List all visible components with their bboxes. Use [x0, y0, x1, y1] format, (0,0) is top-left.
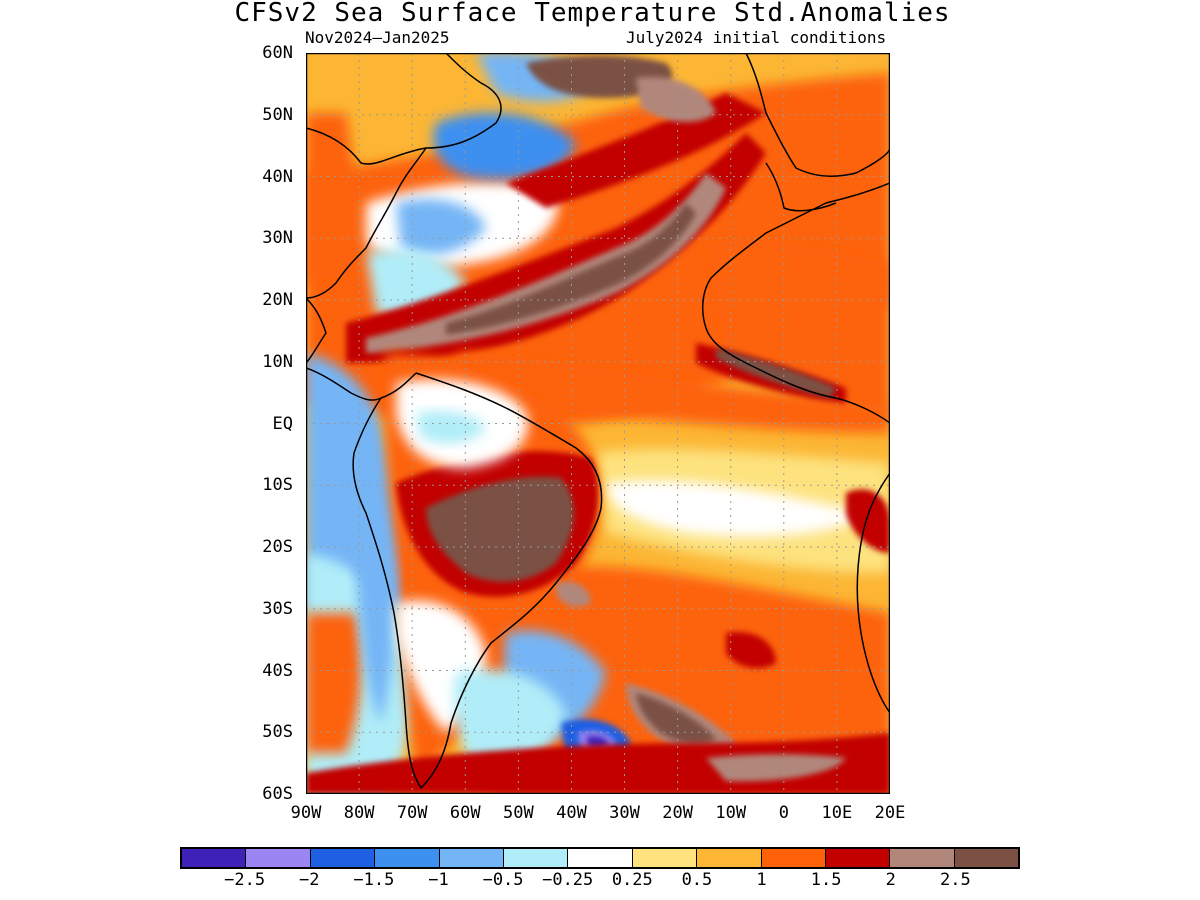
anomaly-region-west-africa-extreme: [716, 348, 836, 398]
latitude-tick-label: 20N: [262, 290, 293, 310]
coastline-north-africa: [701, 182, 890, 424]
anomaly-region-tropical-south-band: [606, 480, 866, 537]
anomaly-region-equatorial-warm: [456, 353, 890, 433]
colorbar-label: 1: [756, 870, 767, 890]
colorbar-swatch: [890, 849, 955, 867]
anomaly-field: [306, 53, 890, 794]
anomaly-region-patagonia-neutral: [454, 669, 566, 773]
anomaly-region-southern-ocean-extreme: [706, 754, 846, 782]
colorbar-swatch: [568, 849, 633, 867]
longitude-tick-label: 50W: [503, 803, 534, 823]
coastline-iberia: [765, 162, 837, 212]
colorbar-swatch: [439, 849, 504, 867]
anomaly-region-brazil-extreme: [426, 476, 574, 582]
colorbar-label: −0.25: [542, 870, 594, 890]
coastline-southwest-africa: [856, 472, 890, 714]
colorbar-swatch: [954, 849, 1019, 867]
colorbar-label: 2: [885, 870, 896, 890]
colorbar-label: −2.5: [224, 870, 266, 890]
initial-conditions: July2024 initial conditions: [626, 28, 887, 47]
colorbar-label: 2.5: [940, 870, 971, 890]
longitude-tick-label: 10W: [715, 803, 747, 823]
coastline-north-america: [306, 53, 502, 165]
colorbar-label: 0.5: [681, 870, 713, 890]
coastlines: [306, 53, 890, 789]
longitude-tick-label: 10E: [821, 803, 853, 823]
longitude-tick-label: 20E: [874, 803, 906, 823]
anomaly-region-caribbean-extreme: [446, 203, 696, 335]
latitude-tick-label: 30S: [262, 598, 293, 619]
colorbar-label: 0.25: [611, 870, 653, 890]
colorbar: [180, 847, 1020, 869]
latitude-tick-label: 40N: [262, 166, 293, 187]
colorbar-swatch: [697, 849, 762, 867]
latitude-tick-label: 30N: [262, 228, 293, 249]
colorbar-swatch: [761, 849, 826, 867]
colorbar-swatch: [246, 849, 311, 867]
longitude-tick-label: 90W: [290, 803, 322, 823]
colorbar-swatch: [182, 849, 247, 867]
latitude-tick-label: 10N: [262, 351, 293, 372]
anomaly-region-north-atlantic-extreme: [526, 55, 673, 98]
coastline-europe: [745, 53, 890, 178]
anomaly-region-andes-cool: [356, 483, 396, 723]
longitude-tick-label: 0: [778, 803, 789, 823]
anomaly-region-subtropical-strong: [346, 133, 766, 363]
longitude-tick-label: 20W: [662, 803, 693, 823]
anomaly-region-north-atlantic-ring: [636, 77, 716, 123]
anomaly-region-southwest-africa-warm: [846, 489, 890, 553]
latitude-tick-label: 60N: [262, 43, 293, 63]
anomaly-region-south-atlantic-warm-spot-1: [726, 632, 776, 669]
colorbar-label: −2: [298, 870, 320, 890]
anomaly-region-amazon-cool: [416, 411, 486, 444]
coastline-south-america: [352, 372, 603, 789]
longitude-tick-label: 60W: [449, 803, 481, 823]
anomaly-region-south-atlantic-extreme: [636, 693, 716, 745]
longitude-tick-label: 30W: [609, 803, 640, 823]
longitude-tick-label: 70W: [396, 803, 428, 823]
anomaly-region-gulf-stream-cool: [433, 112, 576, 180]
anomaly-region-north-pacific-warm: [306, 113, 357, 283]
colorbar-swatch: [632, 849, 698, 867]
coastline-central-america: [306, 367, 417, 401]
colorbar-label: 1.5: [810, 870, 842, 890]
anomaly-region-south-atlantic-warm-spot-2: [556, 581, 591, 607]
latitude-tick-label: 50N: [262, 104, 293, 125]
longitude-tick-label: 40W: [556, 803, 587, 823]
colorbar-label: −0.5: [482, 870, 524, 890]
colorbar-swatch: [310, 849, 376, 867]
latitude-tick-label: 10S: [262, 475, 293, 496]
colorbar-label: −1.5: [353, 870, 395, 890]
latitude-tick-label: EQ: [272, 413, 293, 434]
anomaly-region-southeast-pacific-warm: [306, 613, 362, 753]
latitude-tick-label: 60S: [262, 784, 293, 804]
anomaly-region-subtropical-extreme: [366, 173, 726, 353]
latitude-tick-label: 50S: [262, 722, 293, 743]
colorbar-swatch: [503, 849, 569, 867]
colorbar-swatch: [375, 849, 440, 867]
longitude-tick-label: 80W: [343, 803, 375, 823]
graticule: [306, 53, 890, 794]
map-frame: [306, 53, 890, 794]
chart-title: CFSv2 Sea Surface Temperature Std.Anomal…: [234, 0, 951, 28]
latitude-tick-label: 40S: [262, 660, 293, 681]
colorbar-swatch: [825, 849, 891, 867]
sst-anomaly-map: [306, 53, 890, 794]
anomaly-region-mid-atlantic-cool: [396, 199, 486, 256]
coastline-gulf-mexico: [306, 297, 327, 364]
forecast-period: Nov2024–Jan2025: [305, 28, 450, 47]
colorbar-label: −1: [428, 870, 449, 890]
coastline-east-coast-us: [306, 147, 427, 299]
latitude-tick-label: 20S: [262, 537, 293, 557]
